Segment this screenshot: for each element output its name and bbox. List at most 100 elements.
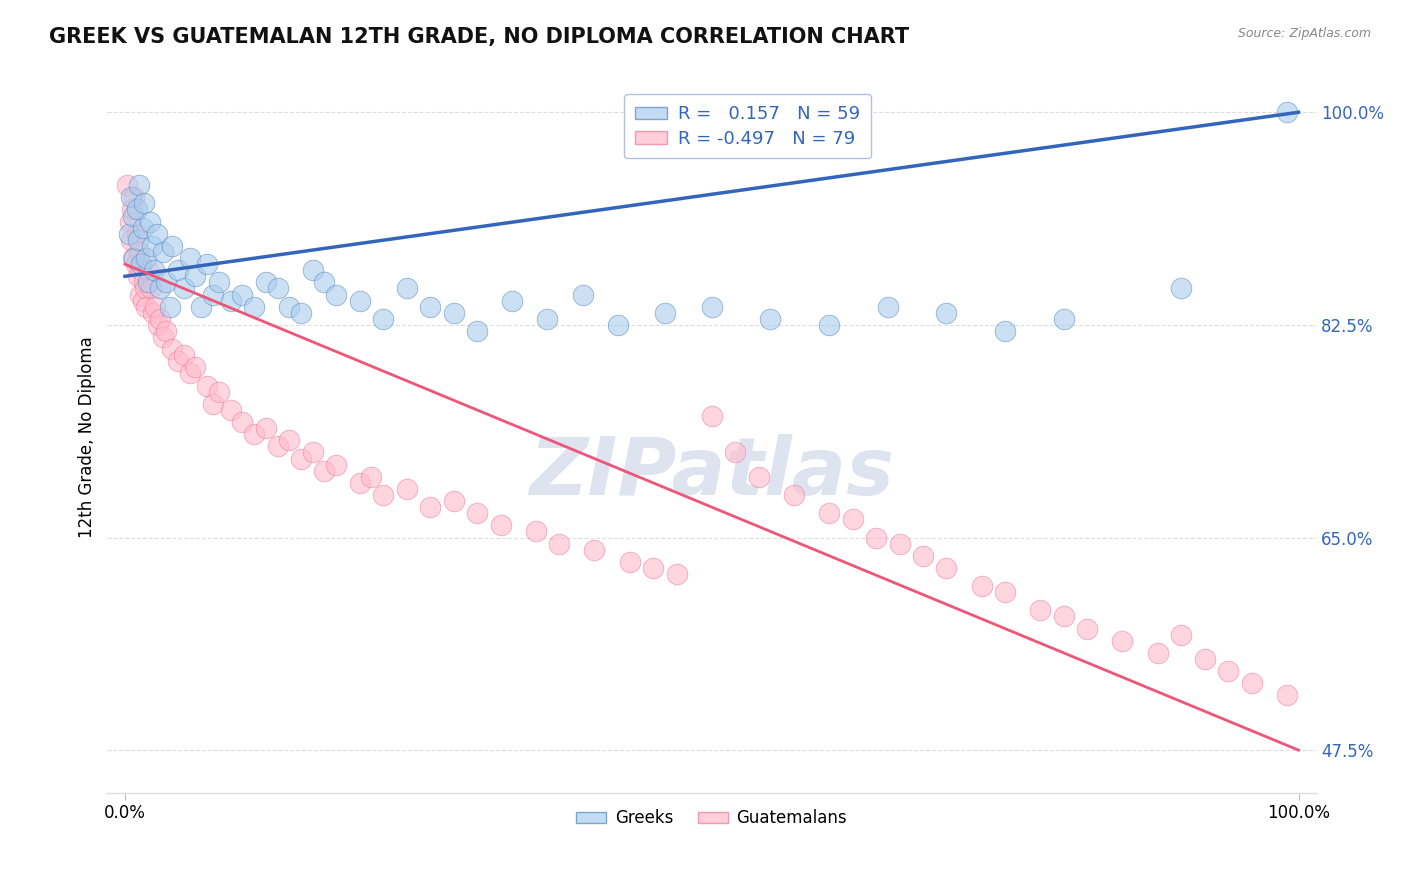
Point (700, 409, 723, 423)
Point (876, 300, 898, 314)
Point (195, 257, 218, 271)
Point (571, 287, 593, 301)
Point (748, 469, 770, 483)
Point (155, 276, 177, 290)
Point (173, 281, 195, 295)
Point (143, 263, 166, 277)
Point (1111, 633, 1133, 648)
Point (135, 300, 157, 314)
Point (184, 269, 207, 284)
Point (465, 324, 488, 338)
Point (160, 239, 183, 253)
Point (131, 263, 153, 277)
Point (325, 458, 347, 472)
Point (125, 227, 148, 241)
Point (395, 281, 418, 295)
Point (1053, 311, 1076, 326)
Point (548, 536, 571, 550)
Point (131, 293, 153, 308)
Point (373, 311, 395, 326)
Point (1029, 603, 1052, 617)
Point (124, 251, 146, 265)
Point (606, 318, 628, 332)
Point (314, 464, 336, 478)
Point (131, 257, 153, 271)
Point (201, 287, 224, 301)
Point (166, 354, 188, 368)
Point (152, 245, 174, 260)
Point (159, 300, 181, 314)
Point (184, 360, 207, 375)
Point (443, 306, 465, 320)
Point (654, 306, 676, 320)
Point (325, 287, 347, 301)
Point (166, 263, 188, 277)
Point (1216, 664, 1239, 678)
Point (131, 220, 153, 235)
Point (138, 214, 160, 228)
Point (1170, 628, 1192, 642)
Point (1053, 609, 1076, 624)
Point (127, 269, 149, 284)
Point (243, 300, 266, 314)
Point (1275, 105, 1298, 120)
Point (1188, 804, 1211, 818)
Point (301, 263, 323, 277)
Point (208, 384, 231, 399)
Point (489, 518, 512, 533)
Point (278, 434, 301, 448)
Point (1170, 281, 1192, 295)
Point (665, 566, 688, 581)
Point (759, 311, 782, 326)
Point (395, 482, 418, 496)
Point (122, 209, 145, 223)
Point (152, 330, 174, 344)
Point (865, 531, 887, 545)
Point (201, 397, 224, 411)
Point (349, 293, 371, 308)
Point (121, 202, 143, 217)
Text: ZIPatlas: ZIPatlas (529, 434, 894, 512)
Point (935, 306, 957, 320)
Y-axis label: 12th Grade, No Diploma: 12th Grade, No Diploma (79, 336, 96, 538)
Point (994, 324, 1017, 338)
Point (179, 367, 201, 381)
Point (373, 488, 395, 502)
Text: GREEK VS GUATEMALAN 12TH GRADE, NO DIPLOMA CORRELATION CHART: GREEK VS GUATEMALAN 12TH GRADE, NO DIPLO… (49, 27, 910, 46)
Point (155, 324, 177, 338)
Point (117, 178, 139, 193)
Point (149, 281, 172, 295)
Point (619, 555, 641, 569)
Point (889, 536, 911, 550)
Point (501, 293, 523, 308)
Point (290, 306, 312, 320)
Point (254, 276, 277, 290)
Point (349, 475, 371, 490)
Point (142, 306, 165, 320)
Point (524, 524, 547, 539)
Point (360, 469, 382, 483)
Point (160, 342, 183, 356)
Point (970, 579, 993, 593)
Point (134, 281, 156, 295)
Point (419, 300, 441, 314)
Point (128, 178, 150, 193)
Point (145, 227, 167, 241)
Point (190, 300, 212, 314)
Point (208, 276, 231, 290)
Point (278, 300, 301, 314)
Point (149, 311, 172, 326)
Point (994, 585, 1017, 599)
Point (124, 257, 146, 271)
Point (127, 233, 149, 247)
Point (132, 196, 155, 211)
Point (724, 445, 747, 459)
Point (301, 445, 323, 459)
Point (266, 281, 288, 295)
Point (138, 263, 160, 277)
Point (128, 245, 150, 260)
Point (818, 318, 841, 332)
Point (266, 439, 288, 453)
Point (135, 251, 157, 265)
Point (173, 348, 195, 362)
